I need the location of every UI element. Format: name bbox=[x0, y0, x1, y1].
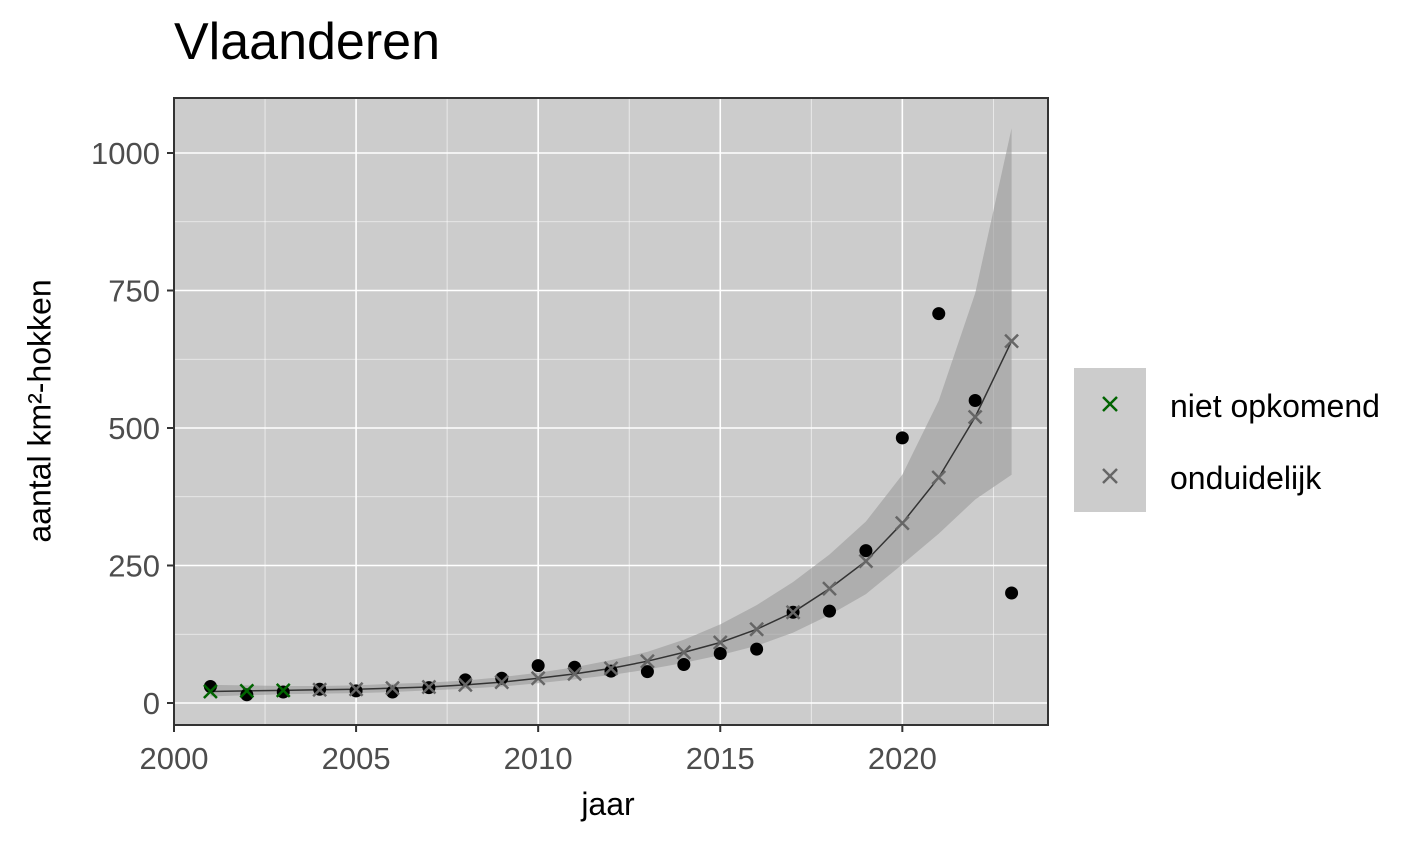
observed-point bbox=[677, 658, 691, 671]
y-tick-label: 750 bbox=[108, 274, 160, 309]
marker-onduidelijk bbox=[421, 679, 437, 695]
legend-label-onduidelijk: onduidelijk bbox=[1170, 460, 1322, 496]
marker-niet-opkomend bbox=[239, 683, 255, 699]
marker-onduidelijk bbox=[931, 470, 947, 485]
y-tick-label: 0 bbox=[143, 686, 160, 721]
marker-niet-opkomend bbox=[275, 682, 291, 698]
observed-point bbox=[859, 544, 873, 558]
panel-border bbox=[173, 97, 1049, 726]
marker-onduidelijk bbox=[494, 674, 510, 690]
observed-point bbox=[386, 685, 399, 699]
observed-point bbox=[713, 647, 727, 660]
marker-onduidelijk bbox=[312, 682, 328, 698]
observed-point bbox=[968, 394, 982, 407]
observed-point bbox=[1005, 586, 1019, 600]
observed-point bbox=[531, 659, 545, 673]
legend: niet opkomend onduidelijk bbox=[1074, 368, 1380, 512]
marker-onduidelijk bbox=[822, 581, 837, 596]
plot-panel bbox=[174, 98, 1048, 725]
marker-onduidelijk bbox=[712, 635, 728, 650]
x-tick-label: 2000 bbox=[140, 741, 209, 776]
marker-onduidelijk bbox=[567, 666, 582, 682]
x-tick-label: 2010 bbox=[504, 741, 573, 776]
marker-onduidelijk bbox=[967, 409, 983, 425]
marker-onduidelijk bbox=[785, 604, 801, 620]
marker-onduidelijk bbox=[894, 515, 910, 531]
x-tick-label: 2020 bbox=[868, 741, 937, 776]
y-tick-label: 1000 bbox=[91, 136, 160, 171]
observed-point bbox=[895, 431, 909, 445]
observed-point bbox=[568, 660, 582, 674]
marker-onduidelijk bbox=[457, 677, 473, 693]
marker-onduidelijk bbox=[640, 653, 655, 669]
marker-onduidelijk bbox=[348, 681, 364, 697]
legend-key-niet-opkomend bbox=[1102, 396, 1118, 412]
x-tick-label: 2005 bbox=[322, 741, 391, 776]
x-tick-label: 2015 bbox=[686, 741, 755, 776]
observed-point bbox=[604, 664, 618, 678]
marker-onduidelijk bbox=[858, 553, 874, 569]
marker-onduidelijk bbox=[1004, 333, 1019, 349]
observed-point bbox=[823, 604, 836, 618]
observed-point bbox=[750, 642, 764, 656]
y-axis-label: aantal km²-hokken bbox=[21, 279, 58, 543]
marker-onduidelijk bbox=[676, 645, 692, 660]
observed-point bbox=[932, 307, 946, 321]
y-tick-label: 250 bbox=[108, 549, 160, 584]
legend-key-onduidelijk bbox=[1102, 468, 1118, 484]
observed-point bbox=[240, 688, 254, 702]
observed-point bbox=[495, 671, 509, 685]
marker-onduidelijk bbox=[749, 621, 765, 637]
x-axis-label: jaar bbox=[581, 786, 635, 822]
marker-onduidelijk bbox=[530, 670, 546, 686]
marker-onduidelijk bbox=[385, 680, 400, 696]
marker-niet-opkomend bbox=[203, 684, 218, 699]
marker-onduidelijk bbox=[603, 660, 619, 676]
y-tick-label: 500 bbox=[108, 411, 160, 446]
legend-keys bbox=[1074, 368, 1146, 512]
observed-point bbox=[640, 665, 654, 679]
chart-title: Vlaanderen bbox=[174, 13, 440, 71]
legend-label-niet-opkomend: niet opkomend bbox=[1170, 388, 1380, 424]
